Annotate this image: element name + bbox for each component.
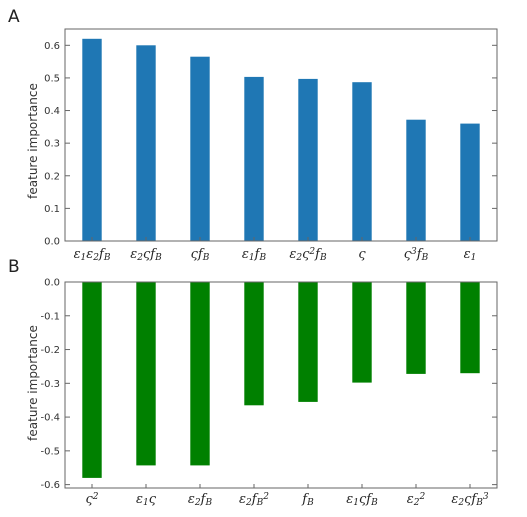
panel-a-frame (64, 28, 498, 242)
x-tick-label: fB (301, 492, 314, 508)
bar (352, 282, 372, 383)
y-tick-label: 0.1 (44, 204, 60, 215)
y-tick-label: 0.4 (44, 106, 60, 117)
panel-a-bars (82, 38, 480, 242)
x-tick-label: ς (358, 247, 366, 262)
bar (352, 82, 372, 241)
x-tick-label: ε2ς2fB (289, 247, 327, 263)
x-tick-label: ςfB (191, 247, 210, 263)
y-tick-label: 0.0 (44, 278, 60, 289)
panel-a-xlabels: ε1ε2fB ε2ςfB ςfB ε1fB ε2ς2fB ς ς3fB ε1 (74, 247, 477, 263)
bar (82, 38, 102, 241)
x-tick-label: ε1 (464, 247, 477, 263)
y-tick-label: -0.4 (40, 413, 60, 424)
x-tick-label: ς3fB (404, 247, 429, 263)
panel-a: A feature importance 0.00.10.20.30.40.50… (8, 7, 498, 263)
x-tick-label: ς2 (85, 492, 98, 507)
panel-b-bars (82, 282, 480, 478)
x-tick-label: ε2fB2 (239, 492, 269, 508)
x-tick-label: ε1ςfB (346, 492, 378, 508)
panel-a-ylabel: feature importance (26, 83, 40, 199)
y-tick-label: 0.6 (44, 41, 60, 52)
x-tick-label: ε1fB (242, 247, 267, 263)
y-tick-label: 0.3 (44, 139, 60, 150)
y-tick-label: -0.5 (40, 446, 60, 457)
bar (136, 282, 156, 466)
bar (82, 282, 102, 478)
y-tick-label: 0.5 (44, 73, 60, 84)
x-tick-label: ε1ς (136, 492, 157, 508)
x-tick-label: ε2fB (188, 492, 213, 508)
panel-b: B feature importance 0.0 -0.1 -0.2 -0.3 -0.4… (8, 257, 498, 508)
x-tick-label: ε1ε2fB (74, 247, 111, 263)
bar (190, 282, 210, 466)
x-tick-label: ε2ςfB3 (451, 492, 488, 508)
y-tick-label: 0.0 (44, 237, 60, 248)
y-tick-label: -0.2 (40, 345, 60, 356)
panel-b-xlabels: ς2 ε1ς ε2fB ε2fB2 fB ε1ςfB ε22 ε2ςfB3 (85, 492, 488, 508)
bar (190, 56, 210, 242)
bar (406, 119, 426, 241)
panel-b-frame (64, 281, 498, 489)
x-tick-label: ε22 (407, 492, 426, 508)
bar (244, 282, 264, 406)
bar (136, 45, 156, 241)
bar (298, 282, 318, 402)
panel-b-yticks: 0.0 -0.1 -0.2 -0.3 -0.4 -0.5 -0.6 (40, 278, 497, 491)
bar (244, 76, 264, 242)
bar (406, 282, 426, 374)
panel-b-ylabel: feature importance (26, 325, 40, 441)
panel-a-yticks: 0.0 0.1 0.2 0.3 0.4 0.5 0.6 (44, 41, 497, 248)
panel-a-letter: A (8, 7, 20, 27)
panel-b-letter: B (8, 257, 20, 277)
bar (298, 78, 318, 242)
bar (460, 282, 480, 374)
y-tick-label: 0.2 (44, 171, 60, 182)
bar (460, 123, 480, 241)
y-tick-label: -0.6 (40, 480, 60, 491)
y-tick-label: -0.3 (40, 379, 60, 390)
x-tick-label: ε2ςfB (130, 247, 162, 263)
y-tick-label: -0.1 (40, 311, 60, 322)
